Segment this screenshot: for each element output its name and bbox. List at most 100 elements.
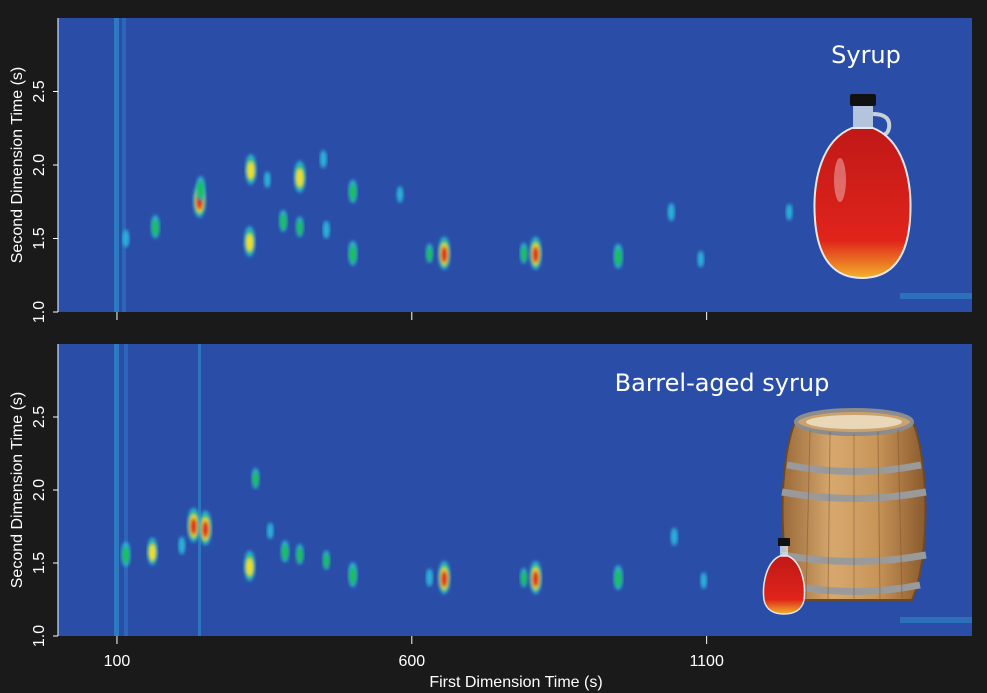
peak-syrup-15 (425, 243, 434, 263)
peak-level (520, 571, 527, 586)
peak-level (296, 168, 304, 188)
peak-level (697, 250, 705, 268)
maple-syrup-bottle-image (813, 94, 912, 280)
x-tick-label: 100 (104, 653, 131, 670)
peak-layer-syrup (122, 150, 793, 270)
y-axis-title-barrel-aged: Second Dimension Time (s) (9, 392, 26, 589)
peak-level (263, 171, 271, 188)
y-axis-title-syrup: Second Dimension Time (s) (9, 67, 26, 264)
peak-barrel-aged-9 (295, 543, 304, 565)
peak-syrup-18 (529, 236, 542, 270)
peak-syrup-14 (396, 186, 404, 203)
peak-syrup-20 (667, 203, 675, 221)
peak-level (178, 536, 186, 555)
peak-level (252, 471, 259, 487)
peak-level (440, 246, 448, 263)
peak-barrel-aged-4 (199, 510, 212, 546)
peak-level (190, 517, 198, 535)
peak-syrup-7 (279, 209, 288, 232)
peak-level (151, 218, 159, 237)
peak-level (246, 558, 254, 576)
peak-level (532, 570, 539, 588)
peak-level (296, 547, 303, 563)
baseline-bands-syrup (114, 18, 972, 312)
peak-level (667, 203, 675, 221)
peak-level (296, 219, 303, 236)
peak-barrel-aged-14 (520, 568, 528, 588)
peak-level (201, 520, 209, 538)
peak-barrel-aged-0 (121, 541, 131, 567)
peak-syrup-6 (263, 171, 271, 188)
peak-syrup-3 (196, 176, 206, 201)
peak-barrel-aged-15 (529, 561, 542, 595)
peak-level (266, 522, 274, 540)
peak-level (281, 543, 289, 561)
peak-level (614, 247, 622, 266)
peak-syrup-0 (122, 229, 130, 248)
peak-barrel-aged-12 (425, 568, 434, 587)
x-tick-label: 1100 (689, 653, 724, 670)
peak-level (122, 546, 130, 565)
peak-barrel-aged-2 (178, 536, 186, 555)
peak-barrel-aged-5 (244, 550, 256, 582)
peak-level (197, 180, 205, 199)
peak-syrup-4 (244, 226, 256, 257)
y-tick-label: 1.5 (31, 552, 48, 574)
x-ticks-barrel-aged: 100 600 1100 (104, 636, 724, 670)
peak-barrel-aged-10 (322, 550, 331, 570)
peak-level (279, 213, 287, 230)
x-ticks-syrup (116, 312, 708, 320)
peak-syrup-5 (245, 154, 257, 185)
panel-title-barrel-aged: Barrel-aged syrup (615, 369, 830, 397)
baseline-bands-barrel-aged (114, 344, 972, 636)
peak-barrel-aged-11 (348, 562, 358, 588)
peak-level (440, 570, 448, 588)
peak-level (670, 527, 678, 546)
peak-level (520, 246, 528, 262)
peak-barrel-aged-13 (438, 561, 451, 595)
peak-level (700, 572, 708, 589)
peak-level (425, 568, 434, 587)
peak-level (785, 203, 793, 221)
peak-syrup-17 (519, 242, 528, 264)
peak-syrup-1 (150, 215, 160, 239)
chart-panel-barrel-aged: Barrel-aged syrup 1.01.52.02.5 100 60 (9, 344, 972, 691)
peak-level (426, 246, 433, 262)
peak-syrup-22 (785, 203, 793, 221)
y-tick-label: 2.5 (31, 80, 48, 102)
peak-level (122, 229, 130, 248)
peak-level (247, 161, 255, 180)
peak-barrel-aged-18 (700, 572, 708, 589)
peak-barrel-aged-3 (187, 507, 200, 543)
peak-barrel-aged-8 (280, 540, 290, 563)
peak-level (349, 244, 357, 264)
y-tick-label: 2.5 (31, 406, 48, 428)
x-axis-title: First Dimension Time (s) (429, 674, 602, 691)
peak-level (396, 186, 404, 203)
peak-level (614, 569, 622, 588)
peak-syrup-10 (319, 150, 327, 169)
peak-syrup-12 (348, 179, 358, 204)
peak-level (323, 553, 330, 569)
peak-syrup-11 (322, 220, 330, 239)
y-tick-label: 2.0 (31, 479, 48, 501)
peak-syrup-8 (293, 160, 306, 193)
peak-barrel-aged-16 (613, 565, 623, 590)
peak-barrel-aged-6 (251, 468, 260, 489)
peak-level (349, 183, 357, 201)
y-tick-label: 1.0 (31, 301, 48, 323)
y-tick-label: 1.0 (31, 625, 48, 647)
y-ticks-syrup: 1.0 1.5 2.0 2.5 (31, 80, 58, 323)
peak-level (532, 246, 539, 263)
peak-syrup-16 (438, 236, 451, 270)
panel-title-syrup: Syrup (831, 41, 901, 69)
peak-level (246, 233, 254, 252)
peak-level (319, 150, 327, 169)
peak-level (322, 220, 330, 239)
chart-panel-syrup: Syrup 1.0 1.5 2.0 2.5 Second Dimension Time… (9, 18, 972, 323)
peak-barrel-aged-1 (147, 537, 158, 566)
peak-syrup-19 (613, 243, 623, 269)
peak-level (148, 544, 156, 561)
peak-syrup-9 (295, 216, 304, 238)
